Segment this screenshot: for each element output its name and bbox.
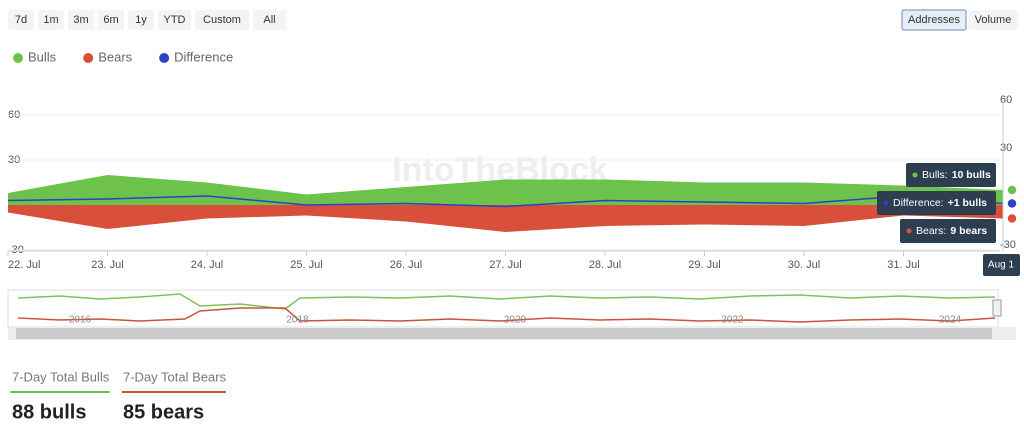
tooltip-value: +1 bulls [948,197,988,209]
scrollbar-thumb[interactable] [16,328,992,339]
range-button-label[interactable]: 6m [103,14,118,26]
crosshair-label-box [983,254,1020,276]
range-button[interactable] [253,10,286,30]
tooltip-box [877,191,996,215]
y2-tick-label: 30 [1000,142,1012,154]
x-tick-label: 30. Jul [788,259,820,271]
legend-label[interactable]: Bulls [28,49,57,64]
hover-point [1006,184,1018,196]
x-tick-label: 29. Jul [688,259,720,271]
legend-marker[interactable] [83,53,94,63]
y2-tick-label: 60 [1000,94,1012,106]
tooltip-label: Bulls: [922,169,948,181]
mode-button-label[interactable]: Volume [975,14,1012,26]
navigator-handle[interactable] [992,299,1002,317]
legend-marker[interactable] [159,53,170,63]
stat-label: 7-Day Total Bears [123,369,227,384]
legend-marker[interactable] [13,53,23,63]
tooltip-value: 9 bears [950,225,987,237]
range-button-label[interactable]: All [263,14,275,26]
stat-label: 7-Day Total Bulls [12,369,110,384]
x-tick-label: 26. Jul [390,259,422,271]
range-button[interactable] [38,10,64,30]
tooltip-box [900,219,996,243]
hover-point [1006,212,1018,225]
x-tick-label: 23. Jul [91,259,123,271]
x-tick-label: 24. Jul [191,259,223,271]
tooltip-dot [883,200,889,206]
navigator-year: 2018 [286,315,309,326]
legend-label[interactable]: Difference [174,49,233,64]
navigator-year: 2020 [504,315,527,326]
y2-tick-label: -30 [1000,239,1016,251]
tooltip-value: 10 bulls [952,169,991,181]
navigator-bulls-line [17,293,996,310]
mode-button-label[interactable]: Addresses [908,14,960,26]
tooltip-label: Bears: [916,225,946,237]
range-button[interactable] [158,10,191,30]
tooltip-box [906,163,996,187]
navigator-year: 2016 [69,315,92,326]
range-button-label[interactable]: 3m [73,14,88,26]
mode-button[interactable] [968,10,1018,30]
range-button[interactable] [68,10,94,30]
x-tick-label: 27. Jul [489,259,521,271]
x-tick-label: 28. Jul [589,259,621,271]
range-button-label[interactable]: 1y [135,14,147,26]
x-tick-label: 22. Jul [8,259,40,271]
area-bulls [8,175,1003,205]
range-button[interactable] [195,10,249,30]
x-tick-label: 25. Jul [290,259,322,271]
legend-label[interactable]: Bears [98,49,132,64]
x-tick-label: 31. Jul [887,259,919,271]
stat-value: 85 bears [123,401,204,423]
navigator-year: 2024 [939,315,962,326]
tooltip-label: Difference: [893,197,944,209]
range-button[interactable] [8,10,34,30]
range-button[interactable] [98,10,124,30]
range-button-label[interactable]: YTD [164,14,186,26]
navigator-bears-line [17,307,996,323]
tooltip-dot [906,228,912,234]
stat-value: 88 bulls [12,401,86,423]
line-difference [7,195,1004,208]
range-button[interactable] [128,10,154,30]
range-button-label[interactable]: 7d [15,14,27,26]
hover-point [1006,197,1018,210]
mode-button[interactable] [901,9,967,31]
navigator-year: 2022 [721,315,744,326]
tooltip-dot [912,172,918,178]
range-button-label[interactable]: Custom [203,14,241,26]
area-bears [8,205,1003,232]
crosshair-label: Aug 1 [988,260,1015,271]
range-button-label[interactable]: 1m [43,14,58,26]
